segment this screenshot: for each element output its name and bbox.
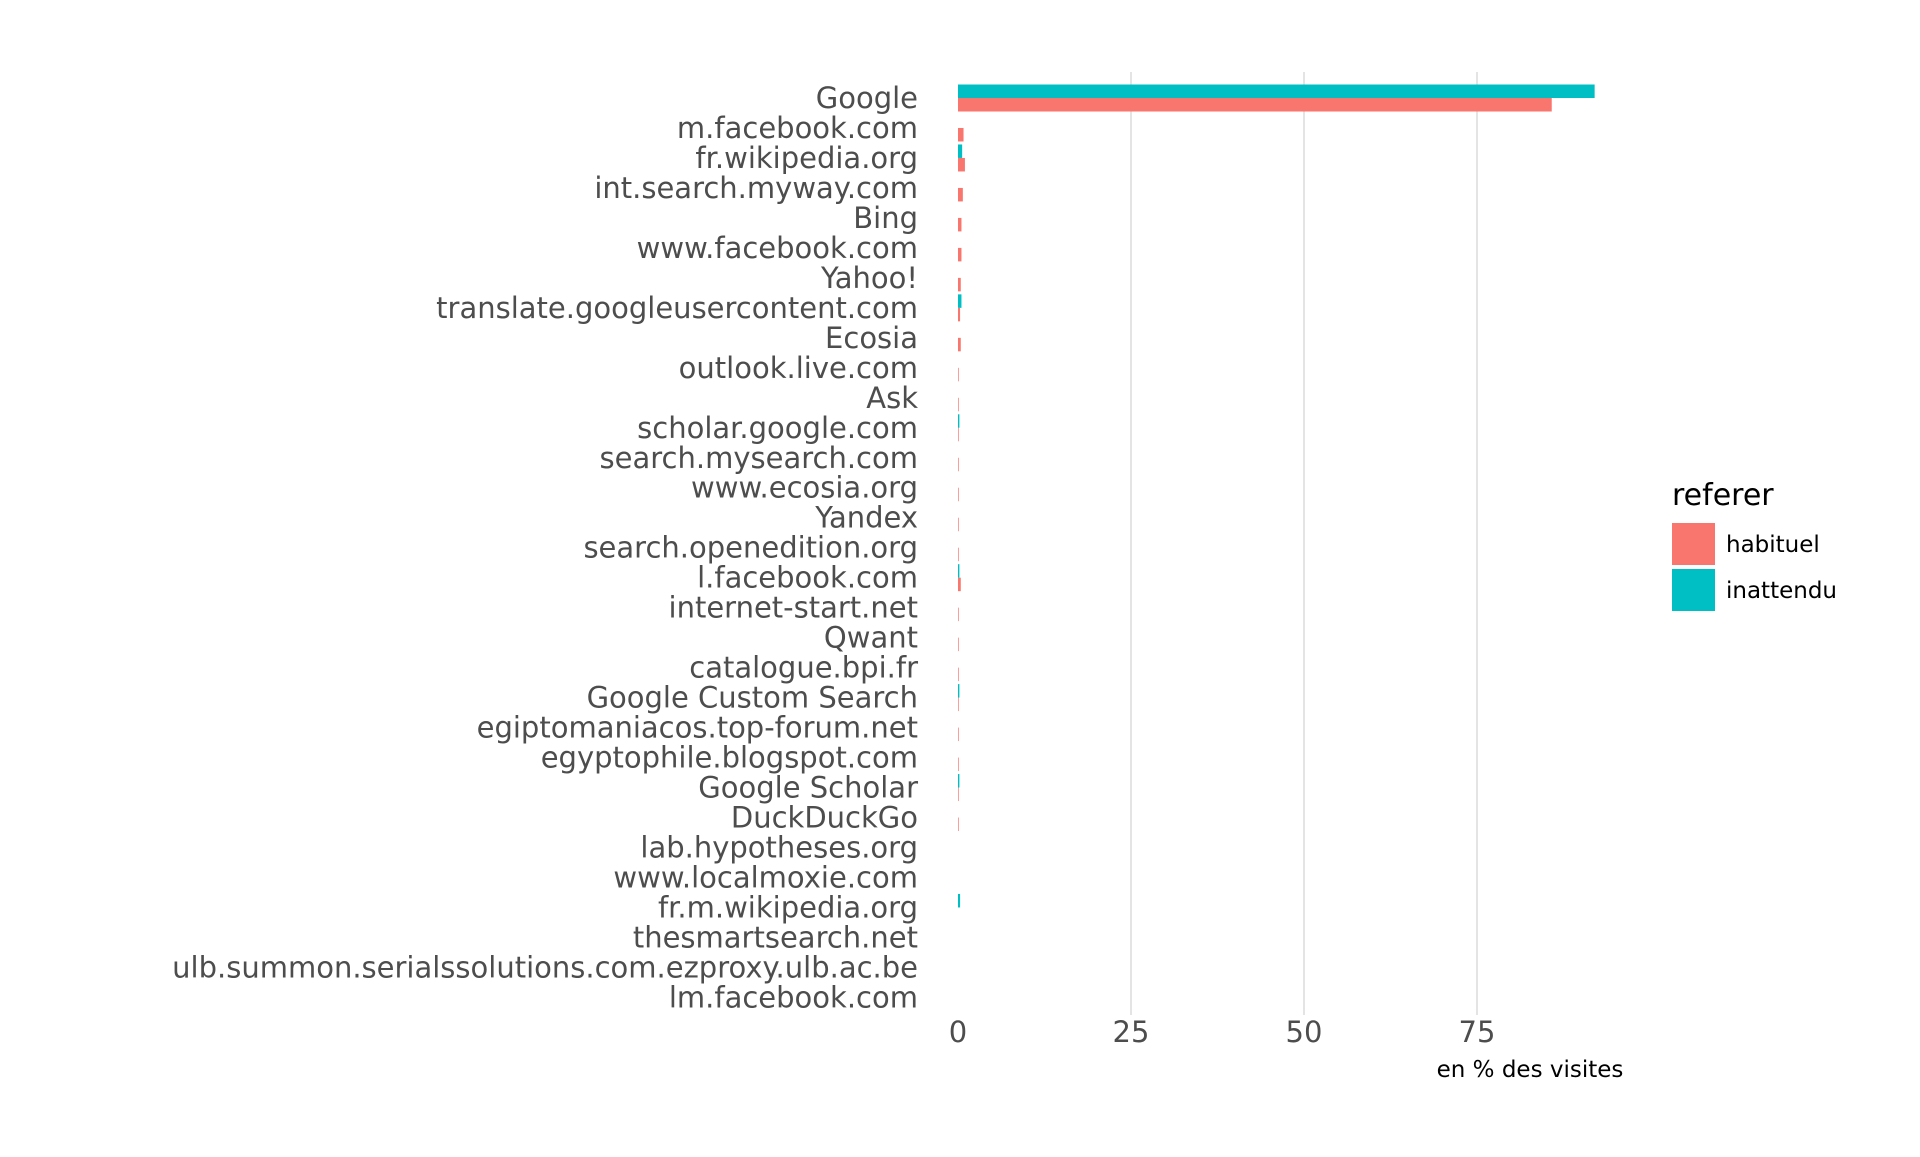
bar-habituel xyxy=(958,247,962,262)
bar-inattendu xyxy=(958,414,960,428)
bar-habituel xyxy=(958,397,959,412)
legend: referer habituel inattendu xyxy=(1672,478,1837,611)
category-label: outlook.live.com xyxy=(679,351,918,385)
bar-habituel xyxy=(958,577,961,592)
category-label: DuckDuckGo xyxy=(731,801,918,835)
bar-habituel xyxy=(958,757,959,772)
category-label: Google xyxy=(816,81,918,115)
x-tick-label: 0 xyxy=(949,1015,967,1049)
x-axis-title: en % des visites xyxy=(1437,1057,1624,1083)
legend-key-inattendu xyxy=(1672,569,1715,611)
category-label: Bing xyxy=(853,201,918,235)
category-label: Google Scholar xyxy=(698,771,918,805)
bar-habituel xyxy=(958,367,959,382)
legend-label-habituel: habituel xyxy=(1726,532,1820,558)
x-tick-label: 50 xyxy=(1286,1015,1323,1049)
x-tick-label: 75 xyxy=(1459,1015,1496,1049)
bar-habituel xyxy=(958,697,959,712)
bar-habituel xyxy=(958,817,959,832)
category-label: Yahoo! xyxy=(820,261,918,295)
bar-inattendu xyxy=(958,893,961,908)
legend-title: referer xyxy=(1672,478,1774,513)
category-label: Ask xyxy=(866,381,918,415)
bar-inattendu xyxy=(958,294,962,308)
bar-habituel xyxy=(958,217,962,232)
bar-habituel xyxy=(958,157,965,172)
bar-habituel xyxy=(958,517,959,532)
legend-key-habituel xyxy=(1672,523,1715,565)
bar-habituel xyxy=(958,277,961,292)
category-labels: Googlem.facebook.comfr.wikipedia.orgint.… xyxy=(172,81,918,1014)
bar-habituel xyxy=(958,787,959,802)
bar-inattendu xyxy=(958,144,963,158)
bar-inattendu xyxy=(958,684,960,698)
category-label: Yandex xyxy=(814,501,918,535)
bar-habituel xyxy=(958,487,959,502)
legend-items: habituel inattendu xyxy=(1672,523,1837,611)
legend-label-inattendu: inattendu xyxy=(1726,578,1837,604)
category-label: int.search.myway.com xyxy=(594,171,918,205)
category-label: thesmartsearch.net xyxy=(633,920,918,954)
category-label: Google Custom Search xyxy=(587,681,918,715)
gridlines xyxy=(1130,72,1478,1015)
category-label: Ecosia xyxy=(825,321,918,355)
bar-habituel xyxy=(958,667,959,682)
x-tick-label: 25 xyxy=(1113,1015,1150,1049)
bar-inattendu xyxy=(958,564,960,578)
bar-habituel xyxy=(958,607,959,622)
category-label: fr.m.wikipedia.org xyxy=(658,890,918,924)
category-label: m.facebook.com xyxy=(677,111,918,145)
bar-habituel xyxy=(958,727,959,742)
category-label: www.ecosia.org xyxy=(691,471,918,505)
category-label: www.facebook.com xyxy=(637,231,918,265)
category-label: internet-start.net xyxy=(669,591,918,625)
bar-habituel xyxy=(958,98,1552,112)
bar-inattendu xyxy=(958,774,960,788)
category-label: lab.hypotheses.org xyxy=(640,831,918,865)
bar-habituel xyxy=(958,547,959,562)
bar-habituel xyxy=(958,427,959,442)
bar-inattendu xyxy=(958,84,1595,98)
category-label: scholar.google.com xyxy=(637,411,918,445)
bar-habituel xyxy=(958,637,959,652)
bar-habituel xyxy=(958,127,964,142)
category-label: l.facebook.com xyxy=(697,561,918,595)
category-label: fr.wikipedia.org xyxy=(695,141,918,175)
category-label: lm.facebook.com xyxy=(669,980,918,1014)
bar-habituel xyxy=(958,457,959,472)
category-label: translate.googleusercontent.com xyxy=(436,291,918,325)
category-label: egiptomaniacos.top-forum.net xyxy=(477,711,918,745)
bar-habituel xyxy=(958,307,961,322)
category-label: search.mysearch.com xyxy=(600,441,918,475)
category-label: search.openedition.org xyxy=(583,531,918,565)
bar-habituel xyxy=(958,337,961,352)
bar-habituel xyxy=(958,187,963,202)
category-label: www.localmoxie.com xyxy=(613,860,918,894)
category-label: egyptophile.blogspot.com xyxy=(541,741,918,775)
category-label: catalogue.bpi.fr xyxy=(689,651,918,685)
x-tick-labels: 0 25 50 75 xyxy=(949,1015,1496,1049)
bars xyxy=(958,84,1595,908)
category-label: ulb.summon.serialssolutions.com.ezproxy.… xyxy=(172,950,918,984)
category-label: Qwant xyxy=(824,621,918,655)
